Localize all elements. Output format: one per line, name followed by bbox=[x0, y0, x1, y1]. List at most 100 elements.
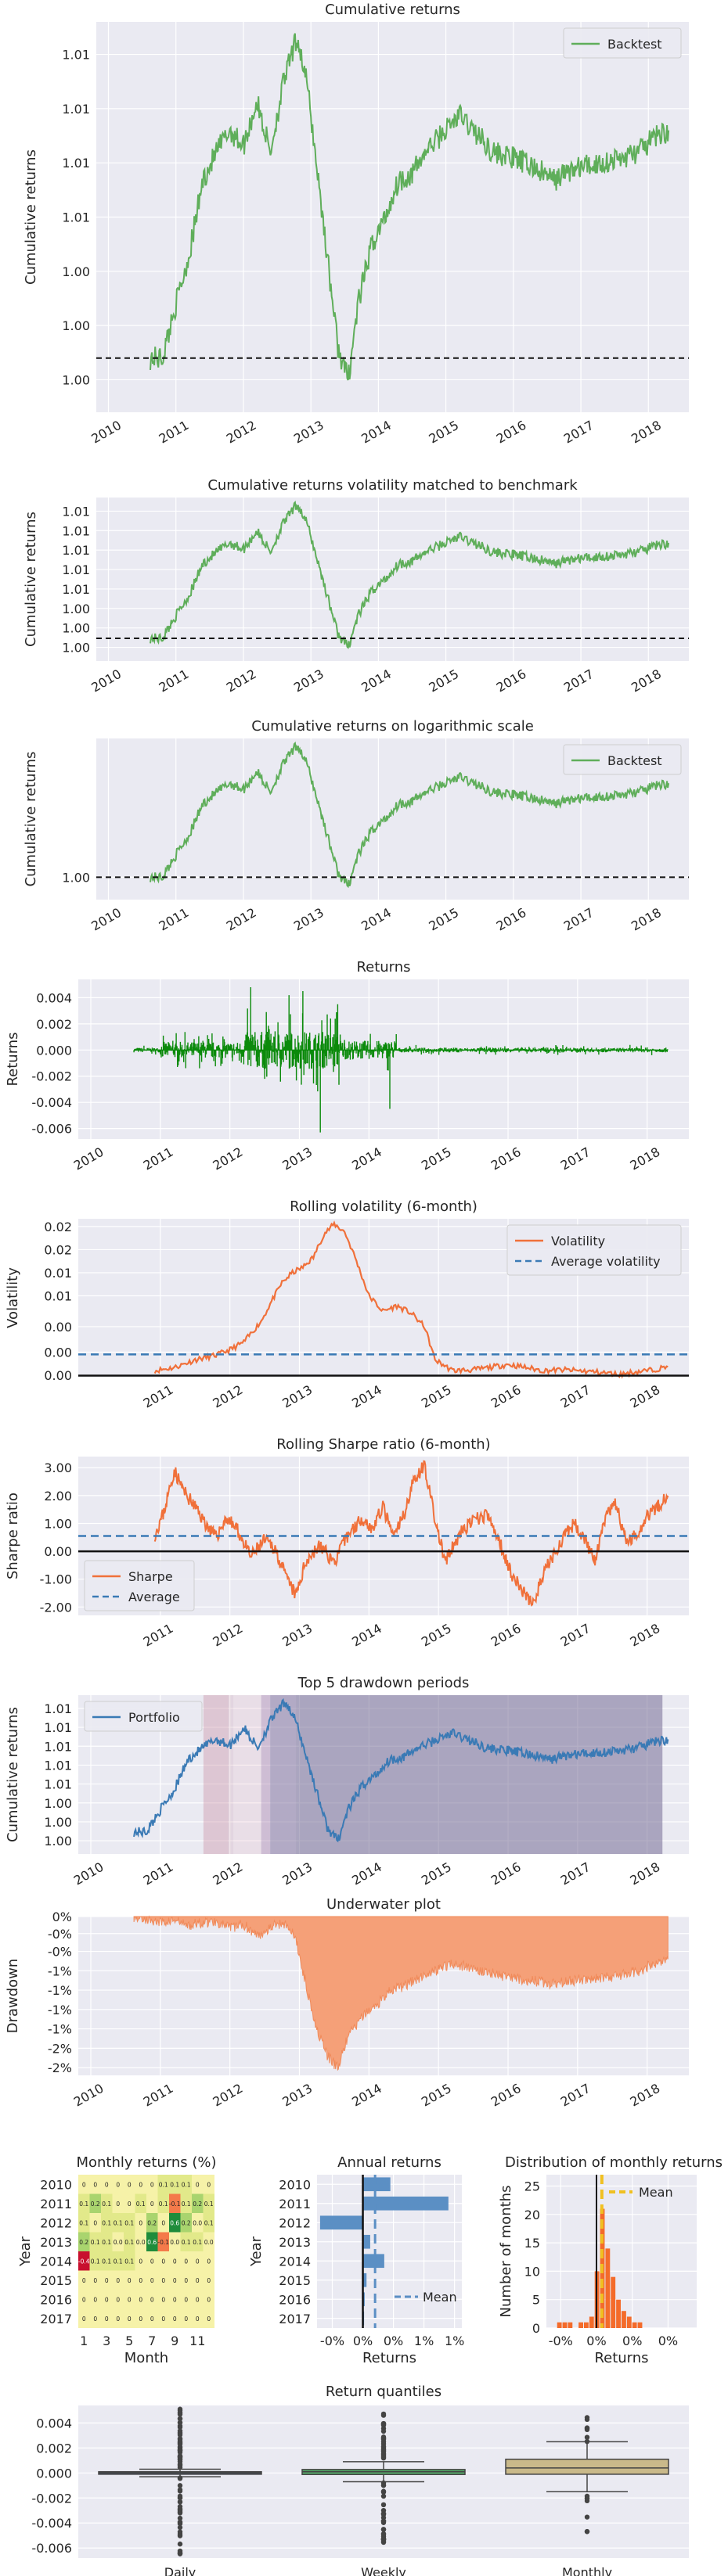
x-tick-label: 2018 bbox=[628, 1144, 663, 1173]
chart-title: Cumulative returns on logarithmic scale bbox=[251, 718, 534, 735]
x-tick-label: 2013 bbox=[279, 1859, 315, 1888]
x-tick-label: 2017 bbox=[558, 1382, 593, 1411]
legend-box bbox=[84, 1701, 203, 1732]
x-tick-label: 2013 bbox=[291, 666, 326, 695]
heatmap-cell bbox=[180, 2232, 192, 2251]
y-tick-label: 0.004 bbox=[36, 990, 72, 1005]
x-tick-label: -0% bbox=[549, 2333, 573, 2348]
drawdown-span bbox=[203, 1695, 229, 1854]
heatmap-cell bbox=[112, 2232, 124, 2251]
heatmap-cell-label: 0.1 bbox=[124, 2258, 134, 2265]
chart-monthly-heatmap: Monthly returns (%)2010 0 0 0 0 0 0 0 0.1 0.1 0.1 0… bbox=[17, 2154, 217, 2366]
x-tick-label: 2012 bbox=[211, 1382, 246, 1411]
x-tick-label: 2018 bbox=[629, 905, 664, 934]
y-tick-label: 1.01 bbox=[62, 48, 90, 63]
box-outlier bbox=[177, 2548, 183, 2554]
heatmap-cell bbox=[180, 2251, 192, 2271]
heatmap-cell bbox=[112, 2270, 124, 2290]
x-tick-label: 2012 bbox=[211, 1621, 246, 1650]
heatmap-cell-label: 0 bbox=[184, 2258, 188, 2265]
heatmap-cell-label: 0.0 bbox=[204, 2239, 214, 2246]
x-axis-label: Month bbox=[124, 2350, 168, 2366]
y-tick-label: -2.00 bbox=[40, 1600, 72, 1615]
heatmap-cell bbox=[135, 2232, 146, 2251]
y-tick-label: 1.01 bbox=[62, 102, 90, 117]
x-tick-label: 2014 bbox=[349, 1859, 384, 1888]
drawdown-span bbox=[296, 1695, 663, 1854]
x-tick-label: 0% bbox=[384, 2333, 403, 2348]
heatmap-cell-label: 0 bbox=[173, 2316, 177, 2323]
x-tick-label: 0% bbox=[622, 2333, 642, 2348]
heatmap-cell-label: 0.2 bbox=[79, 2239, 88, 2246]
heatmap-cell-label: 0.2 bbox=[193, 2201, 202, 2208]
legend-box bbox=[84, 1560, 195, 1611]
heatmap-cell bbox=[135, 2175, 146, 2194]
chart-title: Annual returns bbox=[337, 2154, 441, 2171]
y-tick-label: 0.01 bbox=[44, 1289, 72, 1304]
heatmap-cell bbox=[78, 2290, 90, 2309]
box-outlier bbox=[584, 2498, 590, 2504]
box-outlier bbox=[584, 2427, 590, 2433]
heatmap-cell-label: 0 bbox=[173, 2296, 177, 2303]
y-tick-label: 0.00 bbox=[44, 1320, 72, 1335]
histogram-bar bbox=[637, 2322, 643, 2328]
heatmap-cell bbox=[124, 2175, 135, 2194]
heatmap-cell bbox=[180, 2193, 192, 2213]
heatmap-cell-label: 0 bbox=[116, 2316, 120, 2323]
y-tick-label: -0.006 bbox=[31, 1122, 72, 1137]
x-tick-label: 2017 bbox=[561, 418, 596, 447]
chart-title: Cumulative returns volatility matched to… bbox=[207, 477, 578, 494]
y-tick-label: 1.01 bbox=[44, 1720, 72, 1735]
heatmap-cell bbox=[203, 2175, 214, 2194]
x-tick-label: 2014 bbox=[349, 1621, 384, 1650]
y-tick-label: -1.00 bbox=[40, 1572, 72, 1587]
y-tick-label: 1.00 bbox=[44, 1815, 72, 1830]
y-tick-label: 1.00 bbox=[62, 318, 90, 333]
series-line bbox=[133, 1698, 669, 1843]
x-tick-label: 2014 bbox=[359, 666, 394, 695]
heatmap-cell-label: 0 bbox=[139, 2296, 142, 2303]
y-tick-label: 2010 bbox=[279, 2177, 311, 2192]
heatmap-cell-label: 0.6 bbox=[147, 2239, 157, 2246]
heatmap-cell bbox=[101, 2175, 113, 2194]
histogram-bar bbox=[557, 2322, 562, 2328]
heatmap-cell bbox=[192, 2232, 204, 2251]
x-tick-label: 5 bbox=[125, 2333, 133, 2348]
x-tick-label: 2011 bbox=[141, 2081, 176, 2110]
x-tick-label: 2010 bbox=[71, 1144, 106, 1173]
x-tick-label: 2015 bbox=[426, 905, 461, 934]
heatmap-cell bbox=[89, 2290, 101, 2309]
heatmap-cell bbox=[101, 2308, 113, 2328]
histogram-bar bbox=[632, 2322, 637, 2328]
y-tick-label: 0.01 bbox=[44, 1266, 72, 1281]
y-tick-label: 0.000 bbox=[36, 2466, 72, 2481]
heatmap-cell bbox=[78, 2213, 90, 2233]
box-outlier bbox=[380, 2531, 387, 2537]
heatmap-cell bbox=[101, 2270, 113, 2290]
legend-label: Portfolio bbox=[128, 1710, 180, 1725]
y-tick-label: -1% bbox=[48, 1983, 72, 1998]
x-tick-label: 2012 bbox=[224, 905, 259, 934]
heatmap-cell bbox=[135, 2213, 146, 2233]
annual-return-bar bbox=[319, 2215, 363, 2230]
x-tick-label: 2018 bbox=[628, 1621, 663, 1650]
heatmap-cell-label: 0.1 bbox=[124, 2219, 134, 2226]
x-tick-label: 2014 bbox=[359, 905, 394, 934]
x-tick-label: 2016 bbox=[488, 1859, 524, 1888]
heatmap-cell-label: 0 bbox=[105, 2296, 109, 2303]
y-tick-label: 1.01 bbox=[62, 504, 90, 519]
y-tick-label: -1% bbox=[48, 2003, 72, 2017]
x-tick-label: 2016 bbox=[488, 2081, 524, 2110]
heatmap-cell-label: 0 bbox=[105, 2277, 109, 2284]
box-outlier bbox=[584, 2514, 590, 2520]
y-axis-label: Cumulative returns bbox=[23, 512, 39, 647]
x-tick-label: 2011 bbox=[141, 1859, 176, 1888]
plot-background bbox=[546, 2175, 697, 2328]
x-tick-label: 0% bbox=[586, 2333, 606, 2348]
x-tick-label: 2012 bbox=[211, 2081, 246, 2110]
y-tick-label: 0% bbox=[52, 1910, 72, 1924]
x-tick-label: 2017 bbox=[561, 666, 596, 695]
chart-cumret: Cumulative returns Cumulative returns 2010… bbox=[23, 2, 689, 447]
y-tick-label: 1.01 bbox=[44, 1701, 72, 1716]
chart-title: Return quantiles bbox=[326, 2384, 441, 2400]
